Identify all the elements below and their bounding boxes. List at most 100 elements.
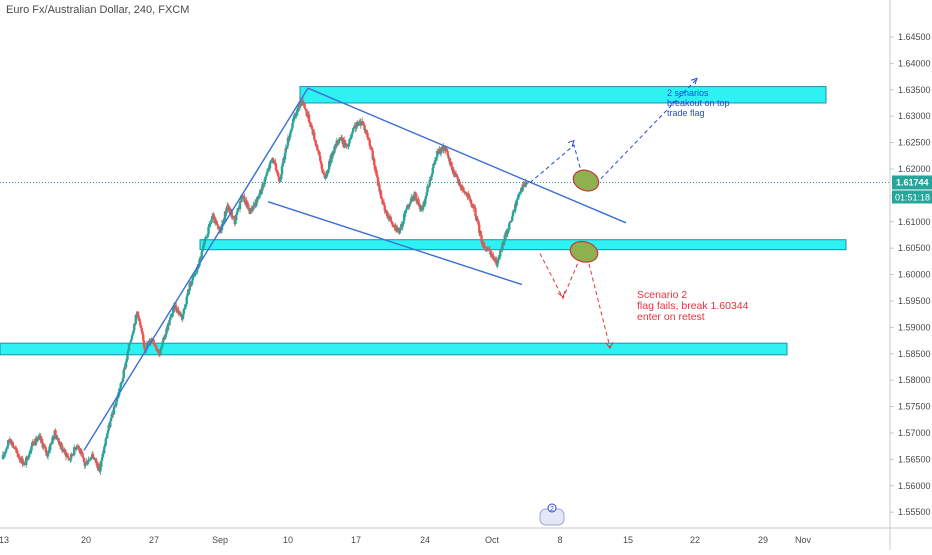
candle-body [255, 199, 258, 206]
y-tick-label: 1.55500 [898, 507, 931, 517]
candle-body [324, 177, 327, 179]
x-tick-label: Nov [795, 535, 812, 545]
candle-body [257, 196, 260, 198]
candle-body [164, 334, 167, 337]
candle-body [153, 342, 156, 345]
candle-body [496, 260, 500, 264]
candle-body [490, 253, 494, 257]
scenario1-note-line: 2 senarios [667, 88, 709, 98]
scenario1-arrowhead [567, 139, 575, 147]
candle-body [3, 453, 6, 456]
candle-body [86, 462, 89, 465]
candle-body [61, 445, 64, 451]
candle-body [160, 347, 163, 350]
x-tick-label: 17 [351, 535, 361, 545]
candle-body [452, 169, 455, 175]
candle-body [484, 246, 487, 248]
candle-body [329, 155, 332, 164]
candle-body [247, 207, 251, 211]
candle-body [160, 345, 164, 348]
candle-body [107, 424, 110, 431]
candle-body [350, 133, 353, 138]
candle-body [206, 234, 209, 237]
candle-body [492, 255, 495, 260]
candle-body [478, 224, 481, 234]
candle-body [217, 225, 220, 227]
candle-body [16, 450, 19, 454]
candle-body [274, 161, 277, 164]
candle-body [43, 445, 46, 447]
candle-body [292, 118, 296, 120]
candle-body [229, 208, 232, 215]
candle-body [4, 449, 8, 453]
x-tick-label: 22 [690, 535, 700, 545]
candle-body [186, 294, 189, 297]
candle-body [157, 350, 161, 355]
candle-body [463, 190, 466, 193]
scenario1-arrowhead [690, 77, 698, 85]
candle-body [18, 457, 21, 460]
candle-body [169, 317, 172, 321]
candle-body [210, 219, 213, 223]
candle-body [230, 211, 233, 218]
candle-body [480, 235, 483, 243]
candle-body [447, 155, 450, 159]
candle-body [196, 266, 199, 272]
candle-body [391, 222, 394, 225]
candle-body [409, 202, 412, 205]
candle-body [268, 162, 272, 169]
x-tick-label: 27 [149, 535, 159, 545]
candle-body [344, 143, 347, 146]
candle-body [158, 354, 161, 356]
candle-body [252, 205, 255, 210]
candle-body [511, 216, 514, 221]
candle-body [436, 150, 440, 152]
candle-body [425, 192, 428, 196]
candle-body [118, 387, 122, 393]
candle-body [399, 227, 402, 231]
candle-body [33, 441, 36, 445]
candle-body [497, 256, 500, 261]
candle-body [409, 198, 413, 203]
candle-body [205, 236, 209, 238]
candle-body [217, 226, 221, 230]
candle-body [243, 196, 246, 203]
y-tick-label: 1.62000 [898, 164, 931, 174]
candle-body [325, 171, 329, 177]
candle-body [84, 463, 87, 466]
candle-body [13, 446, 16, 449]
x-tick-label: 15 [623, 535, 633, 545]
support-resistance-zone [199, 239, 847, 251]
candle-body [184, 304, 188, 307]
candle-body [236, 208, 239, 212]
candle-body [446, 151, 449, 156]
candle-body [139, 321, 142, 326]
candle-body [498, 256, 501, 258]
candle-body [104, 438, 107, 446]
y-tick-label: 1.58500 [898, 349, 931, 359]
candle-body [518, 192, 521, 194]
candle-body [223, 211, 227, 220]
candle-body [194, 272, 197, 274]
candle-body [412, 194, 416, 201]
candle-body [264, 176, 267, 179]
candle-body [123, 367, 126, 370]
candle-body [288, 136, 291, 140]
candle-body [55, 438, 59, 440]
candle-body [106, 433, 109, 438]
candle-body [197, 266, 200, 268]
candle-body [5, 448, 8, 450]
candle-body [270, 160, 273, 162]
candle-body [9, 439, 12, 443]
candle-body [418, 204, 422, 210]
candle-body [295, 112, 299, 114]
y-tick-label: 1.57000 [898, 428, 931, 438]
candle-body [142, 340, 146, 347]
candle-body [165, 328, 168, 335]
x-tick-label: 13 [0, 535, 9, 545]
candle-body [422, 201, 425, 208]
candle-body [39, 435, 42, 441]
candle-body [14, 448, 17, 450]
